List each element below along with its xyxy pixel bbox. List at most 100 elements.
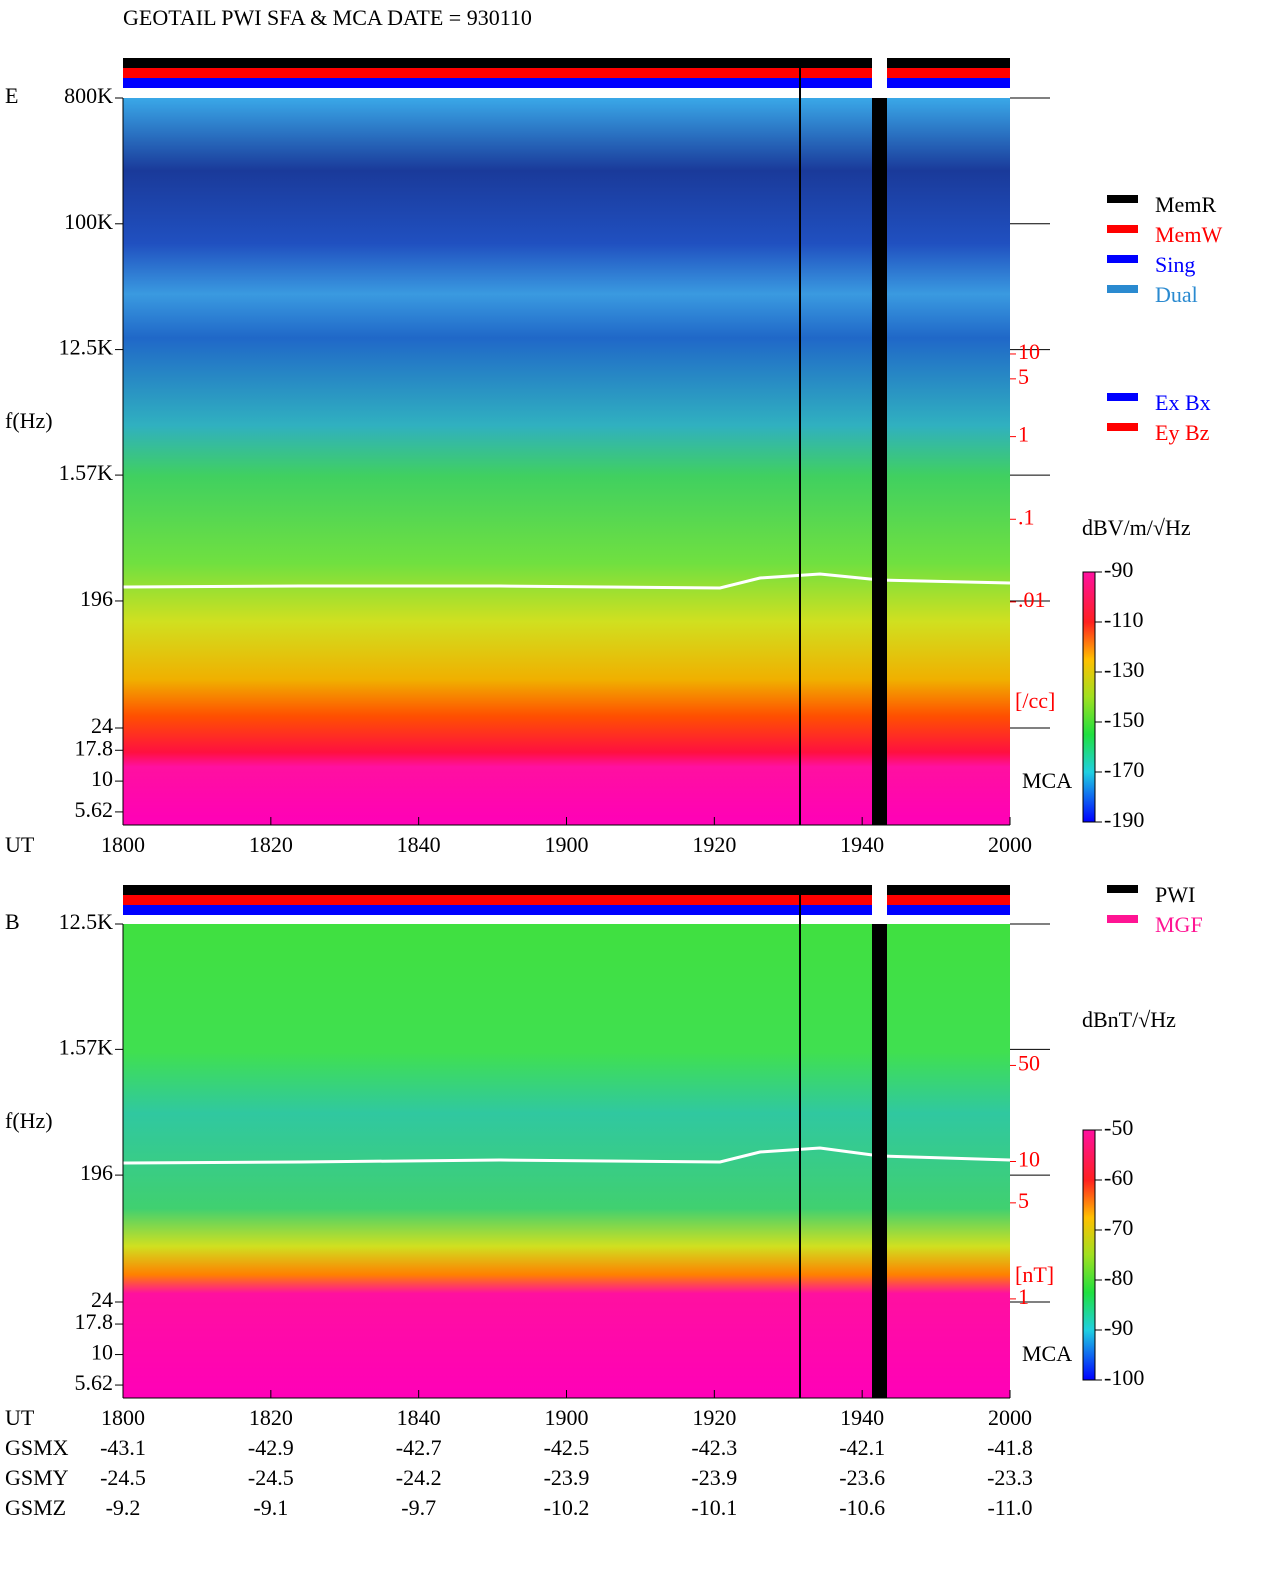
legend-swatch [1107,225,1138,233]
aux-tick-label: 10 [1018,1147,1040,1172]
aux-tick-label: 5 [1018,1188,1029,1213]
y-axis-label: f(Hz) [5,1108,53,1133]
orbit-value: -10.6 [839,1495,885,1520]
y-tick-label: 196 [80,586,113,611]
x-tick-label: 2000 [988,1405,1032,1430]
orbit-value: -9.2 [106,1495,141,1520]
colorbar-tick-label: -50 [1104,1115,1133,1140]
orbit-value: -23.9 [691,1465,737,1490]
x-tick-label: 1920 [692,1405,736,1430]
y-tick-label: 17.8 [75,735,114,760]
colorbar-e [1082,571,1096,823]
colorbar-tick-label: -130 [1104,657,1144,682]
legend-label: Sing [1155,252,1195,277]
y-tick-label: 1.57K [59,460,114,485]
colorbar-label: dBV/m/√Hz [1082,515,1191,540]
colorbar-tick-label: -80 [1104,1265,1133,1290]
x-tick-label: 1940 [840,1405,884,1430]
status-bars [123,58,1010,915]
colorbar-tick-label: -170 [1104,757,1144,782]
x-tick-label: 1900 [545,1405,589,1430]
x-tick-label: 1820 [249,832,293,857]
orbit-row-label: GSMZ [5,1495,66,1520]
legend-label: MemR [1155,192,1216,217]
y-tick-label: 24 [91,713,113,738]
orbit-value: -41.8 [987,1435,1033,1460]
y-tick-label: 24 [91,1287,113,1312]
aux-unit: [/cc] [1015,688,1055,713]
y-tick-label: 196 [80,1160,113,1185]
spectrogram-b [122,885,1011,1398]
y-tick-label: 5.62 [75,797,114,822]
orbit-value: -10.2 [544,1495,590,1520]
legend-swatch [1107,915,1138,923]
aux-tick-label: 10 [1018,339,1040,364]
colorbar-tick-label: -150 [1104,707,1144,732]
y-tick-label: 10 [91,1340,113,1365]
panel-label: B [5,909,20,934]
colorbar-tick-label: -100 [1104,1365,1144,1390]
y-tick-label: 5.62 [75,1370,114,1395]
y-tick-label: 17.8 [75,1309,114,1334]
x-tick-label: 1800 [101,1405,145,1430]
legend-label: Ex Bx [1155,390,1211,415]
colorbar-b [1082,1129,1096,1381]
orbit-value: -9.1 [253,1495,288,1520]
legend-swatch [1107,423,1138,431]
y-tick-label: 12.5K [59,335,114,360]
colorbar-label: dBnT/√Hz [1082,1007,1176,1032]
legend-label: MGF [1155,912,1203,937]
orbit-value: -11.0 [987,1495,1032,1520]
aux-tick-label: .1 [1018,504,1035,529]
legend-swatch [1107,885,1138,893]
orbit-value: -24.5 [248,1465,294,1490]
legend-label: Dual [1155,282,1198,307]
y-tick-label: 12.5K [59,909,114,934]
orbit-row-label: GSMY [5,1465,69,1490]
colorbar-tick-label: -90 [1104,1315,1133,1340]
aux-tick-label: 1 [1018,422,1029,447]
legend-swatch [1107,393,1138,401]
x-tick-label: 1840 [397,832,441,857]
legend-label: MemW [1155,222,1222,247]
legend-label: Ey Bz [1155,420,1210,445]
legend-swatch [1107,195,1138,203]
x-tick-label: 1940 [840,832,884,857]
y-tick-label: 100K [64,209,113,234]
legend-label: PWI [1155,882,1195,907]
orbit-value: -43.1 [100,1435,146,1460]
colorbar-tick-label: -110 [1104,607,1144,632]
spectrogram-e [122,58,1011,825]
orbit-value: -42.7 [396,1435,442,1460]
orbit-value: -42.3 [691,1435,737,1460]
colorbar-tick-label: -60 [1104,1165,1133,1190]
aux-tick-label: .01 [1018,587,1046,612]
x-axis-label: UT [5,832,35,857]
aux-unit: [nT] [1015,1262,1054,1287]
x-axis-label: UT [5,1405,35,1430]
legend-swatch [1107,285,1138,293]
legend-swatch [1107,255,1138,263]
y-axis-label: f(Hz) [5,408,53,433]
colorbar-tick-label: -70 [1104,1215,1133,1240]
aux-tick-label: 1 [1018,1284,1029,1309]
mca-label: MCA [1022,768,1072,793]
y-tick-label: 800K [64,83,113,108]
orbit-value: -42.5 [544,1435,590,1460]
orbit-row-label: GSMX [5,1435,69,1460]
orbit-value: -23.9 [544,1465,590,1490]
x-tick-label: 1900 [545,832,589,857]
mca-label: MCA [1022,1341,1072,1366]
x-tick-label: 1840 [397,1405,441,1430]
colorbar-tick-label: -190 [1104,807,1144,832]
panel-label: E [5,83,18,108]
orbit-value: -23.3 [987,1465,1033,1490]
x-tick-label: 1820 [249,1405,293,1430]
orbit-value: -24.5 [100,1465,146,1490]
orbit-value: -23.6 [839,1465,885,1490]
orbit-value: -42.9 [248,1435,294,1460]
y-tick-label: 10 [91,766,113,791]
orbit-value: -9.7 [401,1495,436,1520]
page-title: GEOTAIL PWI SFA & MCA DATE = 930110 [123,5,532,30]
